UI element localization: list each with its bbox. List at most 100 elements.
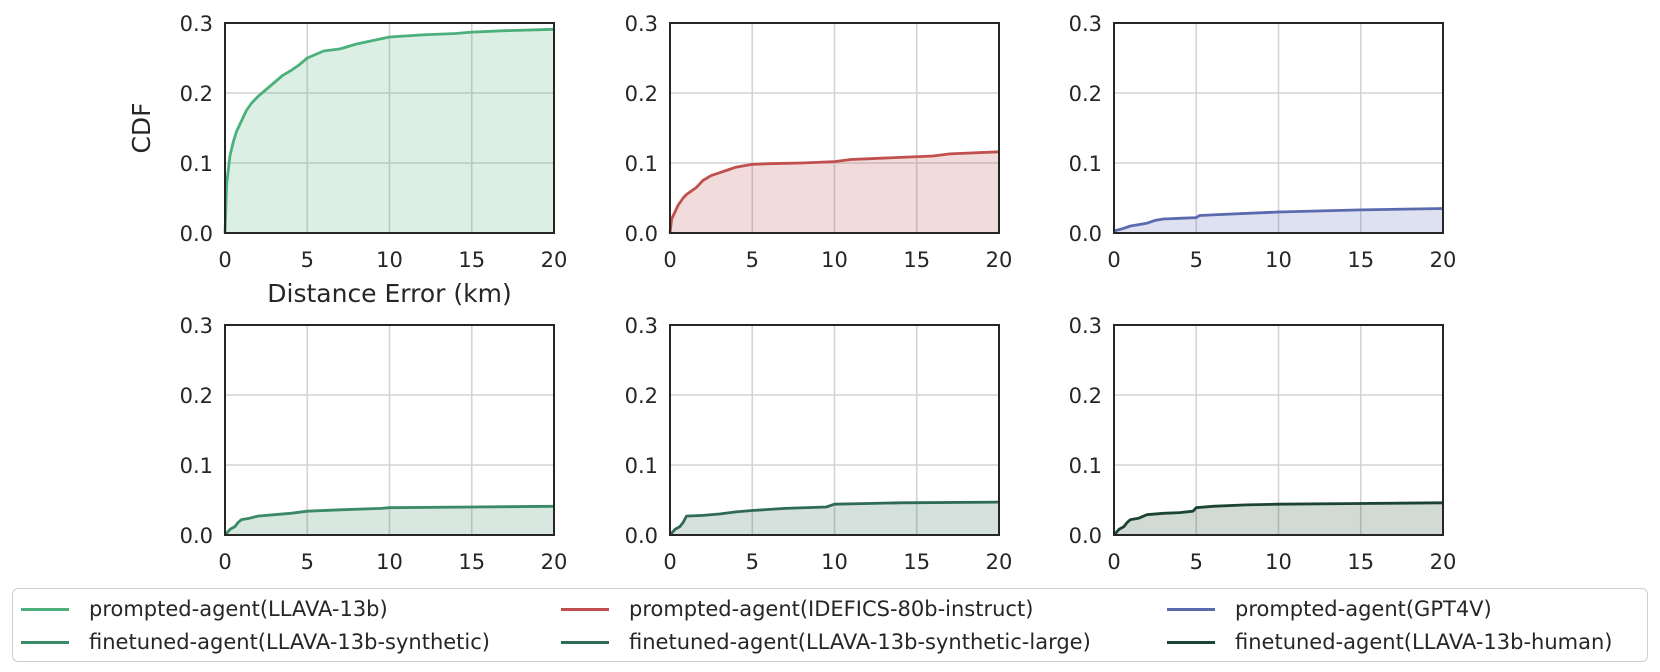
- figure: 0 5 10 15 20 0.0 0.1 0.2 0.3 Distance Error (km) C…: [127, 12, 1457, 574]
- y-tick-label: 0.0: [180, 222, 213, 246]
- legend-label: prompted-agent(LLAVA-13b): [89, 597, 388, 621]
- legend-swatch: [21, 640, 69, 644]
- y-tick-label: 0.2: [180, 82, 213, 106]
- y-tick-label: 0.2: [1069, 384, 1102, 408]
- x-tick-label: 20: [1430, 550, 1457, 574]
- legend-label: finetuned-agent(LLAVA-13b-synthetic): [89, 630, 490, 654]
- cdf-area: [1114, 208, 1443, 233]
- cdf-area: [225, 29, 554, 233]
- x-tick-label: 20: [986, 248, 1013, 272]
- y-tick-label: 0.3: [625, 314, 658, 338]
- legend-swatch: [21, 607, 69, 611]
- subplot-5: 0 5 10 15 20 0.0 0.1 0.2 0.3: [625, 314, 1013, 574]
- x-tick-label: 10: [821, 550, 848, 574]
- x-tick-label: 15: [458, 248, 485, 272]
- x-tick-label: 0: [218, 248, 231, 272]
- y-tick-label: 0.1: [625, 454, 658, 478]
- x-tick-label: 15: [1347, 248, 1374, 272]
- y-tick-label: 0.2: [1069, 82, 1102, 106]
- x-tick-label: 5: [746, 550, 759, 574]
- x-tick-label: 10: [1265, 248, 1292, 272]
- subplot-2: 0 5 10 15 20 0.0 0.1 0.2 0.3: [625, 12, 1013, 272]
- x-tick-label: 10: [821, 248, 848, 272]
- legend-swatch: [561, 607, 609, 611]
- legend-swatch: [1167, 607, 1215, 611]
- legend-swatch: [561, 640, 609, 644]
- cdf-line: [668, 500, 1000, 536]
- axes-frame: [669, 22, 1000, 234]
- y-tick-label: 0.2: [625, 384, 658, 408]
- legend-item-finetuned-synthetic: finetuned-agent(LLAVA-13b-synthetic): [21, 627, 490, 657]
- y-tick-label: 0.2: [180, 384, 213, 408]
- legend-label: finetuned-agent(LLAVA-13b-synthetic-larg…: [629, 630, 1091, 654]
- x-tick-label: 0: [663, 248, 676, 272]
- x-tick-label: 15: [458, 550, 485, 574]
- cdf-line: [668, 150, 1000, 234]
- x-tick-label: 0: [1107, 248, 1120, 272]
- x-tick-label: 5: [1190, 550, 1203, 574]
- legend-item-finetuned-synthetic-large: finetuned-agent(LLAVA-13b-synthetic-larg…: [561, 627, 1091, 657]
- cdf-line: [1113, 207, 1444, 233]
- y-tick-label: 0.1: [1069, 152, 1102, 176]
- y-tick-label: 0.3: [1069, 12, 1102, 36]
- x-tick-label: 15: [1347, 550, 1374, 574]
- cdf-line: [223, 504, 555, 536]
- legend-label: finetuned-agent(LLAVA-13b-human): [1235, 630, 1613, 654]
- x-tick-label: 5: [746, 248, 759, 272]
- y-tick-label: 0.2: [625, 82, 658, 106]
- x-tick-label: 5: [301, 550, 314, 574]
- x-axis-label: Distance Error (km): [267, 279, 511, 308]
- y-axis-label: CDF: [127, 102, 156, 153]
- y-tick-label: 0.0: [180, 524, 213, 548]
- x-tick-label: 5: [301, 248, 314, 272]
- cdf-line: [1112, 501, 1444, 536]
- cdf-area: [670, 151, 999, 233]
- x-tick-label: 15: [903, 550, 930, 574]
- x-tick-label: 0: [1107, 550, 1120, 574]
- axes-frame: [1113, 22, 1444, 234]
- legend: prompted-agent(LLAVA-13b) prompted-agent…: [12, 588, 1648, 662]
- cdf-line: [223, 27, 555, 234]
- axes-frame: [1113, 324, 1444, 536]
- y-tick-label: 0.0: [625, 222, 658, 246]
- y-tick-label: 0.1: [180, 454, 213, 478]
- x-tick-label: 0: [218, 550, 231, 574]
- subplot-3: 0 5 10 15 20 0.0 0.1 0.2 0.3: [1069, 12, 1457, 272]
- legend-item-prompted-idefics: prompted-agent(IDEFICS-80b-instruct): [561, 594, 1033, 624]
- subplot-6: 0 5 10 15 20 0.0 0.1 0.2 0.3: [1069, 314, 1457, 574]
- cdf-area: [225, 506, 554, 535]
- cdf-area: [670, 502, 999, 535]
- y-tick-label: 0.1: [180, 152, 213, 176]
- y-tick-label: 0.0: [1069, 222, 1102, 246]
- x-tick-label: 20: [541, 248, 568, 272]
- x-tick-label: 10: [1265, 550, 1292, 574]
- legend-swatch: [1167, 640, 1215, 644]
- x-tick-label: 20: [1430, 248, 1457, 272]
- legend-label: prompted-agent(GPT4V): [1235, 597, 1492, 621]
- y-tick-label: 0.3: [625, 12, 658, 36]
- axes-frame: [224, 22, 555, 234]
- x-tick-label: 5: [1190, 248, 1203, 272]
- legend-item-finetuned-human: finetuned-agent(LLAVA-13b-human): [1167, 627, 1612, 657]
- x-tick-label: 20: [541, 550, 568, 574]
- legend-item-prompted-llava: prompted-agent(LLAVA-13b): [21, 594, 388, 624]
- y-tick-label: 0.3: [1069, 314, 1102, 338]
- y-tick-label: 0.0: [1069, 524, 1102, 548]
- subplot-1: 0 5 10 15 20 0.0 0.1 0.2 0.3 Distance Error (km) C…: [127, 12, 567, 308]
- axes-frame: [669, 324, 1000, 536]
- axes-frame: [224, 324, 555, 536]
- cdf-area: [1114, 502, 1443, 535]
- x-tick-label: 10: [376, 550, 403, 574]
- legend-item-prompted-gpt4v: prompted-agent(GPT4V): [1167, 594, 1492, 624]
- subplot-4: 0 5 10 15 20 0.0 0.1 0.2 0.3: [180, 314, 568, 574]
- legend-label: prompted-agent(IDEFICS-80b-instruct): [629, 597, 1034, 621]
- x-tick-label: 10: [376, 248, 403, 272]
- y-tick-label: 0.3: [180, 12, 213, 36]
- y-tick-label: 0.3: [180, 314, 213, 338]
- x-tick-label: 20: [986, 550, 1013, 574]
- y-tick-label: 0.1: [625, 152, 658, 176]
- x-tick-label: 0: [663, 550, 676, 574]
- y-tick-label: 0.0: [625, 524, 658, 548]
- y-tick-label: 0.1: [1069, 454, 1102, 478]
- x-tick-label: 15: [903, 248, 930, 272]
